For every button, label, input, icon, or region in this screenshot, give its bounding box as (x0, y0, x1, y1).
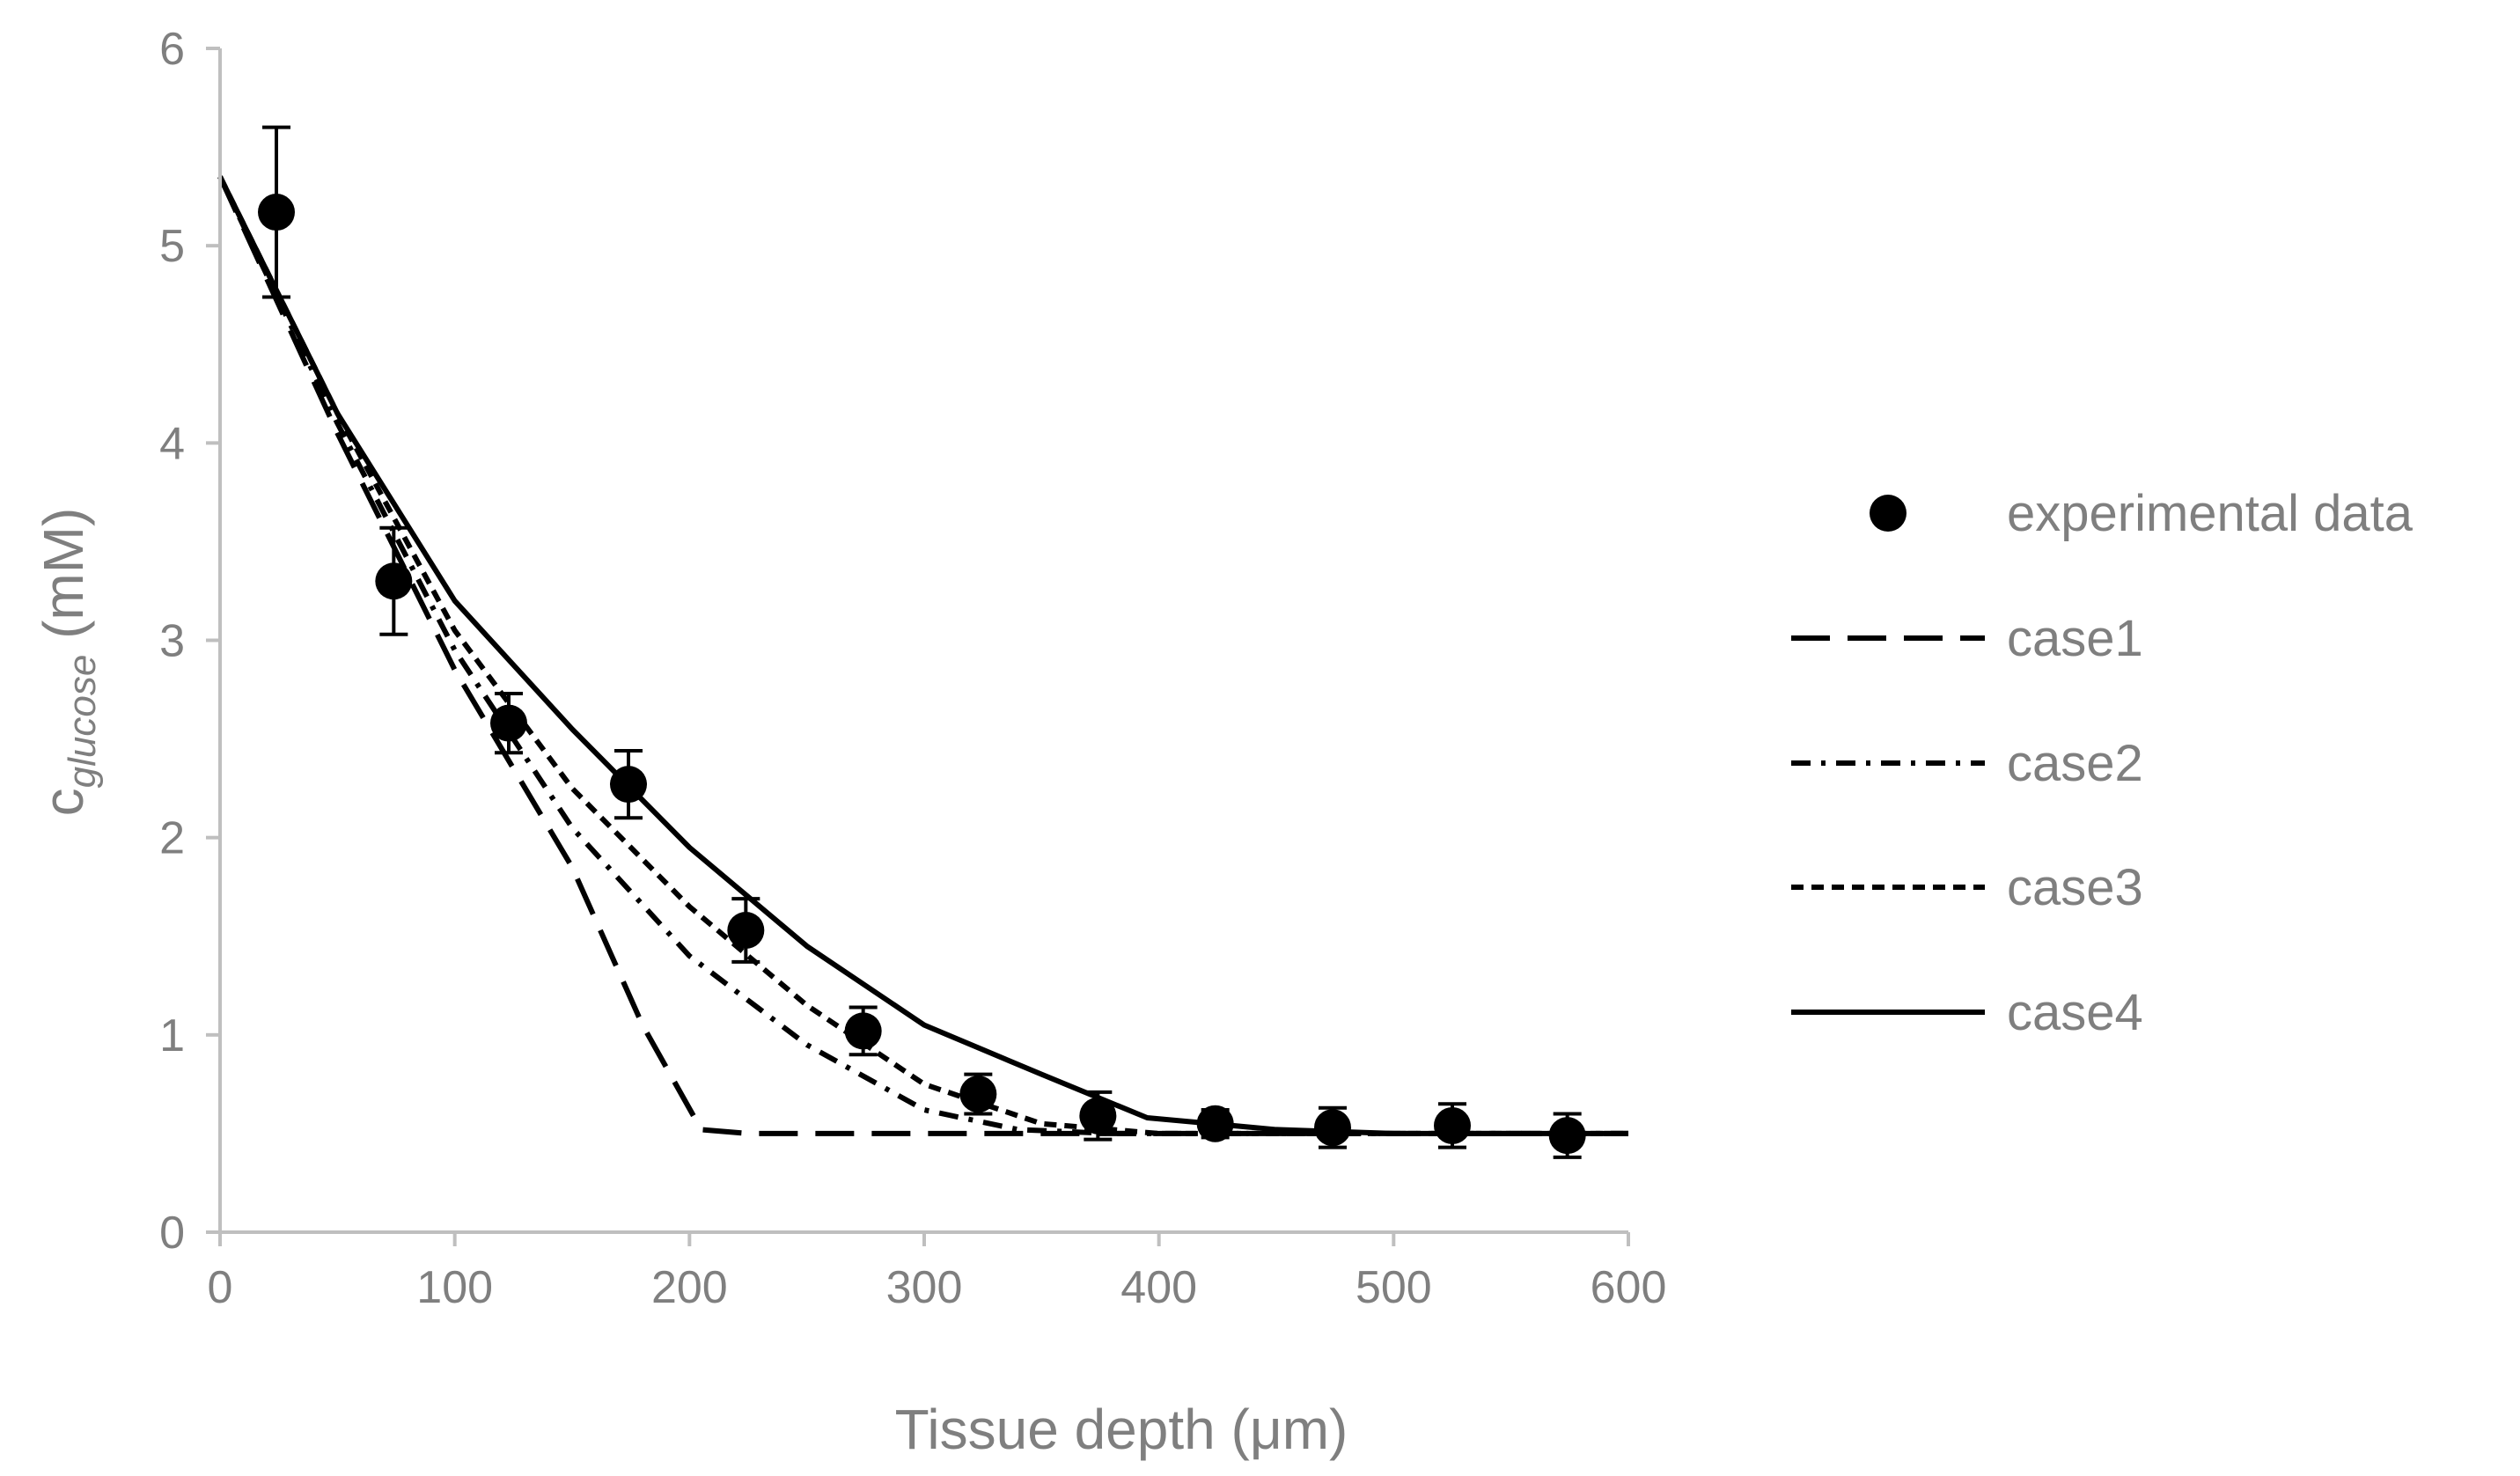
data-point (490, 692, 527, 755)
legend-symbol (1870, 495, 1907, 532)
x-tick-label: 100 (416, 1262, 493, 1313)
y-axis-title-sub: glucose (61, 655, 104, 789)
data-marker (490, 704, 527, 742)
legend-item: case4 (1791, 984, 2143, 1041)
x-tick-label: 400 (1120, 1262, 1197, 1313)
data-point (1196, 1105, 1234, 1142)
y-tick-label: 5 (159, 221, 185, 272)
x-tick-label: 200 (651, 1262, 728, 1313)
x-tick-label: 500 (1356, 1262, 1432, 1313)
data-marker (844, 1012, 882, 1050)
data-point (610, 749, 647, 820)
data-point (1548, 1112, 1586, 1159)
data-marker (1434, 1106, 1471, 1144)
data-point (1314, 1105, 1351, 1149)
data-point (375, 525, 413, 636)
data-point (959, 1072, 997, 1116)
data-point (1434, 1102, 1471, 1149)
legend-label: case2 (2007, 735, 2143, 792)
y-tick-label: 0 (159, 1208, 185, 1259)
plot-area (217, 125, 1628, 1159)
data-marker (1314, 1109, 1351, 1147)
legend-label: case1 (2007, 610, 2143, 667)
y-tick-label: 1 (159, 1010, 185, 1061)
legend-item: case1 (1791, 610, 2143, 667)
data-marker (727, 912, 765, 950)
legend-item: experimental data (1870, 485, 2413, 542)
y-tick-label: 6 (159, 24, 185, 75)
y-tick-label: 4 (159, 418, 185, 469)
legend-label: case3 (2007, 859, 2143, 916)
x-tick-label: 600 (1591, 1262, 1667, 1313)
x-tick-label: 0 (208, 1262, 233, 1313)
legend-label: case4 (2007, 984, 2143, 1041)
data-point (1079, 1090, 1117, 1142)
x-tick-label: 300 (886, 1262, 963, 1313)
legend-label: experimental data (2007, 485, 2413, 542)
x-axis-title: Tissue depth (μm) (895, 1398, 1348, 1461)
data-point (844, 1005, 882, 1057)
y-axis-title-main: c (32, 788, 95, 816)
y-tick-label: 2 (159, 813, 185, 864)
data-marker (959, 1076, 997, 1113)
data-marker (1196, 1105, 1234, 1142)
data-marker (1079, 1097, 1117, 1135)
series-line-case1 (217, 175, 1628, 1136)
legend-item: case2 (1791, 735, 2143, 792)
data-point (727, 897, 765, 964)
x-axis: 0 100 200 300 400 500 600 (208, 1230, 1667, 1313)
series-line-case3 (217, 175, 1628, 1136)
series-line-case4 (217, 175, 1628, 1136)
y-axis-title-unit: (mM) (32, 508, 95, 655)
data-marker (375, 562, 413, 600)
y-axis: 0 1 2 3 4 5 6 (159, 24, 222, 1259)
y-tick-label: 3 (159, 616, 185, 667)
data-marker (1548, 1117, 1586, 1155)
series-line-case2 (217, 175, 1628, 1136)
legend-item: case3 (1791, 859, 2143, 916)
data-point (258, 125, 295, 299)
y-axis-title: cglucose (mM) (32, 508, 104, 817)
data-marker (258, 194, 295, 231)
data-marker (610, 766, 647, 804)
legend: experimental data case1 case2 case3 case4 (1791, 485, 2413, 1041)
